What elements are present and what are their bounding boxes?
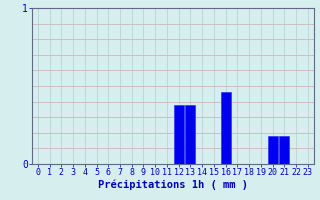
X-axis label: Précipitations 1h ( mm ): Précipitations 1h ( mm ) [98, 180, 248, 190]
Bar [185, 105, 196, 164]
Bar [268, 136, 277, 164]
Bar [279, 136, 289, 164]
Bar [174, 105, 184, 164]
Bar [220, 92, 231, 164]
